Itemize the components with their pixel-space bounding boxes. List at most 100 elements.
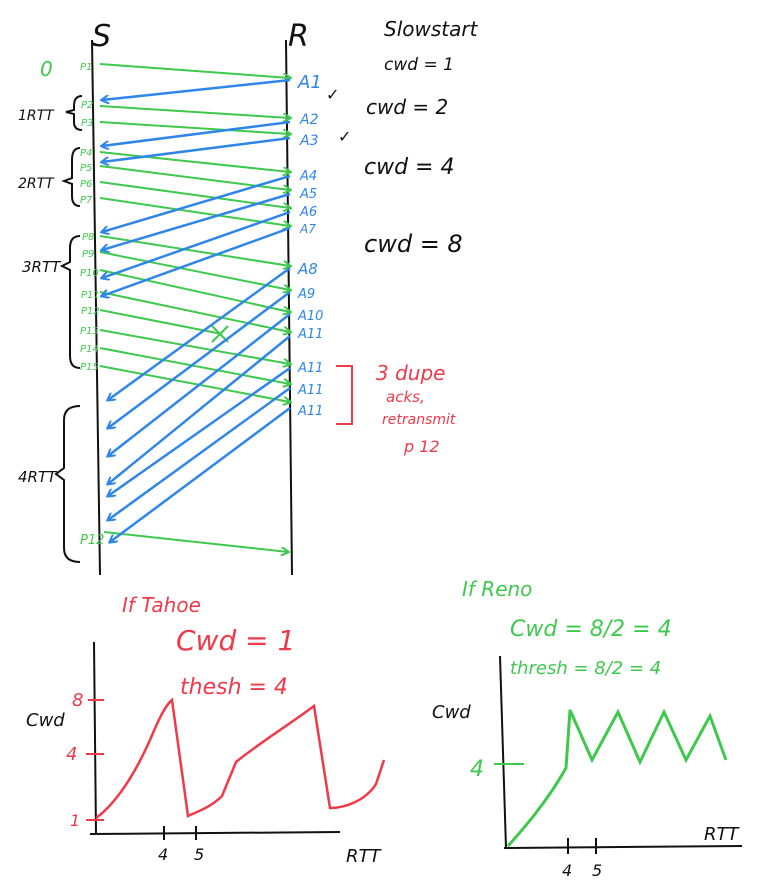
packet-label: P7 [80,195,93,206]
ack-arrow [108,386,291,520]
ack-label: A1 [297,72,322,93]
packet-label: P12 [81,306,100,317]
receiver-label: R [288,19,309,54]
packet-arrow [99,121,290,134]
packet-arrow [99,269,290,312]
dup-ack-bracket [336,365,353,425]
tahoe-ytick: 8 [72,690,83,711]
packet-label: P2 [81,100,93,111]
check-mark-icon: ✓ [326,85,339,104]
ack-label: A4 [299,169,317,184]
packet-arrow [99,251,290,290]
packet-labels: P1 P2 P3 P4 P5 P6 P7 P8 P9 P10 P11 P12 P… [80,62,104,548]
tahoe-xtick: 4 [158,845,168,864]
ack-arrow [102,120,291,146]
reno-ytick: 4 [470,757,484,782]
packet-arrow [99,197,290,226]
dup-note-line: acks, [386,388,425,406]
ack-arrows [102,78,291,542]
ack-arrow [102,226,291,296]
tahoe-xtick-marks [163,826,197,840]
packet-label: P8 [82,232,94,243]
tahoe-y-axis [93,641,97,835]
reno-xtick: 4 [562,861,572,880]
tahoe-ylabel: Cwd [26,710,65,731]
ack-label: A3 [299,133,318,149]
reno-ylabel: Cwd [432,702,471,723]
dup-note-line: 3 dupe [376,361,445,385]
reno-x-axis [503,845,743,849]
rtt-label: 4RTT [18,468,58,486]
packet-label: P14 [80,344,99,355]
ack-label: A9 [297,287,315,302]
ack-label: A11 [297,327,323,342]
rtt-braces [54,95,83,563]
ack-arrow [108,335,291,484]
packet-label: P6 [80,179,92,190]
ack-arrow [102,136,291,162]
ack-arrow [108,266,291,400]
packet-label: P4 [80,148,92,159]
packet-label: P11 [81,290,100,301]
ack-arrow [102,174,291,232]
ack-arrow [108,366,291,496]
packet-arrow [99,329,290,364]
ack-label: A11 [297,361,323,376]
tahoe-ytick-marks [86,699,104,821]
reno-graph: If Reno Cwd = 8/2 = 4 thresh = 8/2 = 4 C… [432,577,743,880]
reno-curve [506,708,728,848]
ack-arrow [102,192,291,250]
tahoe-graph: If Tahoe Cwd = 1 thesh = 4 Cwd 8 4 1 4 5… [26,593,386,867]
rtt-labels: 1RTT 2RTT 3RTT 4RTT [18,108,62,486]
reno-xlabel: RTT [704,824,741,845]
slowstart-label: Slowstart [384,17,479,41]
reno-thresh: thresh = 8/2 = 4 [510,658,661,679]
tahoe-cwnd: Cwd = 1 [176,624,295,657]
cwnd-note: cwd = 4 [364,155,454,180]
packet-label: P13 [80,326,99,337]
ack-arrow [110,406,291,542]
tahoe-curve [95,697,386,820]
check-mark-icon: ✓ [338,127,351,146]
sender-label: S [92,19,111,54]
ack-label: A8 [297,260,318,278]
packet-arrow [99,151,290,172]
ack-label: A11 [297,383,323,398]
packet-arrow-lost [99,309,223,335]
packet-arrow [99,291,290,332]
ack-label: A2 [299,112,319,128]
reno-cwnd: Cwd = 8/2 = 4 [510,617,672,642]
reno-title: If Reno [462,577,532,601]
packet-label: P15 [80,362,99,373]
ack-label: A11 [297,404,323,419]
dup-ack-note: 3 dupe acks, retransmit p 12 [376,361,456,456]
ack-arrow [102,210,291,278]
reno-y-axis [499,655,507,849]
zero-label: 0 [40,57,53,81]
cwnd-note: cwd = 8 [364,230,463,258]
ack-label: A7 [299,222,316,236]
ack-arrow [108,290,291,428]
ack-label: A6 [299,205,317,220]
reno-xtick: 5 [592,861,602,880]
tahoe-title: If Tahoe [122,593,201,617]
packet-arrow [99,365,290,402]
rtt-label: 1RTT [18,108,55,124]
packet-arrow [99,347,290,384]
receiver-timeline [285,39,293,576]
rtt-label: 2RTT [18,176,55,192]
tahoe-xtick: 5 [194,845,204,864]
packet-arrow [99,105,290,118]
dup-note-line: p 12 [403,437,440,456]
packet-label: P1 [80,62,92,73]
packet-arrows [99,63,290,552]
packet-label: P5 [80,163,92,174]
tahoe-ytick: 4 [66,744,77,765]
ack-arrow [102,78,291,100]
tahoe-x-axis [89,831,341,835]
tahoe-xlabel: RTT [346,846,383,867]
packet-arrow [99,63,290,78]
cwnd-note: cwd = 1 [384,55,454,75]
packet-label: P3 [81,118,93,129]
